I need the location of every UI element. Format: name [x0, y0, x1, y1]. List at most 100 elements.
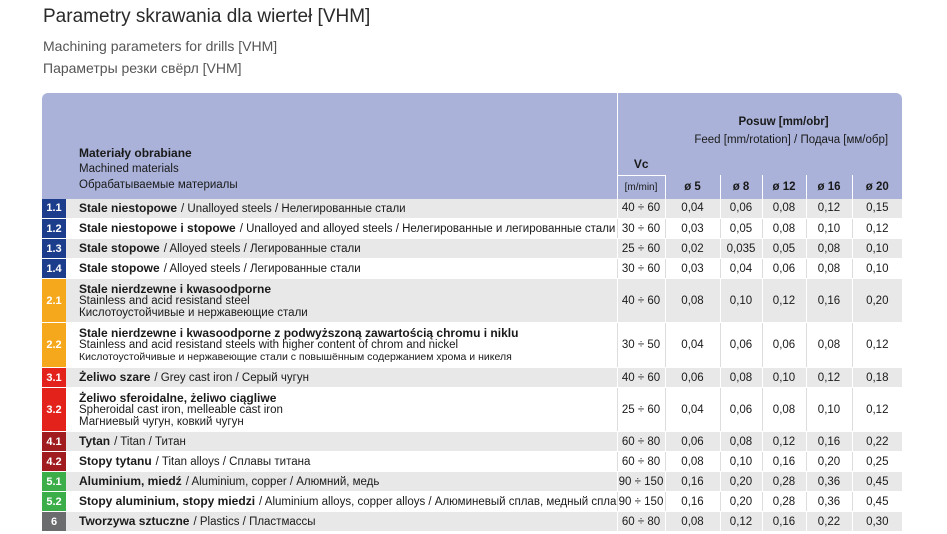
- header-text: ø 5: [684, 180, 701, 193]
- material-cell: Stopy tytanu / Titan alloys / Сплавы тита…: [66, 451, 617, 472]
- cutting-speed: 30 ÷ 50: [616, 322, 665, 368]
- feed-value: 0,035: [719, 238, 762, 259]
- row-code: 4.2: [42, 451, 66, 472]
- material-text: / Unalloyed and alloyed steels / Нелегир…: [239, 223, 616, 235]
- material-text: Spheroidal cast iron, melleable cast iro…: [79, 403, 283, 416]
- feed-value: 0,12: [719, 511, 762, 532]
- feed-value: 0,03: [664, 258, 720, 279]
- row-code: 1.1: [42, 198, 66, 219]
- material-name: Stale stopowe: [79, 261, 160, 275]
- feed-value: 0,22: [851, 431, 903, 452]
- feed-value: 0,10: [761, 367, 806, 388]
- material-text: / Grey cast iron / Серый чугун: [154, 372, 309, 384]
- header-cell: ø 16: [805, 175, 852, 199]
- material-text: Кислотоустойчивые и нержавеющие стали: [79, 306, 308, 319]
- material-cell: Stale stopowe / Alloyed steels / Легирова…: [66, 258, 617, 279]
- header-row: Materiały obrabiane Machined materials О…: [42, 93, 903, 199]
- feed-value: 0,18: [851, 367, 903, 388]
- material-cell: Stale nierdzewne i kwasoodporne Stainless…: [66, 278, 617, 323]
- feed-value: 0,05: [719, 218, 762, 239]
- feed-value: 0,08: [664, 511, 720, 532]
- header-cell: ø 8: [719, 175, 762, 199]
- feed-value: 0,10: [851, 238, 903, 259]
- table-header: Materiały obrabiane Machined materials О…: [42, 93, 903, 199]
- feed-value: 0,30: [851, 511, 903, 532]
- material-text: Stainless and acid resistand steels with…: [79, 339, 459, 351]
- material-cell: Aluminium, miedź / Aluminium, copper / Ал…: [66, 471, 617, 492]
- table-row: 4.2 Stopy tytanu / Titan alloys / Сплавы т…: [42, 451, 903, 472]
- table-row: 4.1 Tytan / Titan / Титан 60 ÷ 80 0,06 0,08 0,…: [42, 431, 903, 452]
- header-text: Posuw [mm/obr]: [738, 116, 829, 128]
- feed-value: 0,12: [805, 198, 852, 219]
- feed-value: 0,04: [719, 258, 762, 279]
- feed-value: 0,12: [761, 278, 806, 323]
- header-cell: Materiały obrabiane Machined materials О…: [66, 93, 617, 199]
- material-name: Tytan: [79, 434, 111, 448]
- feed-value: 0,06: [664, 367, 720, 388]
- table-row: 1.1 Stale niestopowe / Unalloyed steels / …: [42, 198, 903, 219]
- table-row: 5.2 Stopy aluminium, stopy miedzi / Alumin…: [42, 491, 903, 512]
- row-code: 2.2: [42, 322, 66, 368]
- header-cell: [42, 93, 66, 199]
- feed-value: 0,28: [761, 471, 806, 492]
- table-row: 3.2 Żeliwo sferoidalne, żeliwo ciągliwe Sp…: [42, 387, 903, 432]
- table-row: 3.1 Żeliwo szare / Grey cast iron / Серый …: [42, 367, 903, 388]
- header-text: ø 8: [732, 180, 750, 193]
- header-row: [m/min] ø 5 ø 8 ø 12 ø 16 ø 20: [42, 175, 903, 199]
- cutting-speed: 60 ÷ 80: [616, 451, 665, 472]
- material-name: Stale stopowe: [79, 241, 160, 255]
- feed-value: 0,22: [805, 511, 852, 532]
- feed-value: 0,45: [851, 471, 903, 492]
- material-name: Stopy aluminium, stopy miedzi: [79, 494, 256, 508]
- material-cell: Stale niestopowe / Unalloyed steels / Нел…: [66, 198, 617, 219]
- material-text: / Aluminium, copper / Алюмний, медь: [185, 476, 380, 488]
- feed-value: 0,05: [761, 238, 806, 259]
- header-text: Machined materials: [79, 162, 179, 175]
- subtitle: Параметры резки свёрл [VHM]: [43, 60, 242, 76]
- table-row: 1.2 Stale niestopowe i stopowe / Unalloyed…: [42, 218, 903, 239]
- material-name: Tworzywa sztuczne: [79, 514, 190, 528]
- feed-value: 0,12: [805, 367, 852, 388]
- feed-value: 0,20: [805, 451, 852, 472]
- feed-value: 0,08: [805, 322, 852, 368]
- row-code: 5.1: [42, 471, 66, 492]
- table-row: 1.3 Stale stopowe / Alloyed steels / Легир…: [42, 238, 903, 259]
- feed-value: 0,08: [719, 367, 762, 388]
- header-text: Vc: [633, 156, 649, 171]
- material-cell: Stale niestopowe i stopowe / Unalloyed an…: [66, 218, 617, 239]
- feed-value: 0,06: [719, 387, 762, 432]
- table-row: 1.4 Stale stopowe / Alloyed steels / Легир…: [42, 258, 903, 279]
- feed-value: 0,08: [761, 198, 806, 219]
- feed-value: 0,20: [851, 278, 903, 323]
- material-text: / Titan alloys / Сплавы титана: [155, 456, 311, 468]
- cutting-speed: 40 ÷ 60: [616, 278, 665, 323]
- header-text: ø 16: [817, 180, 841, 193]
- cutting-speed: 40 ÷ 60: [616, 198, 665, 219]
- table-row: 2.1 Stale nierdzewne i kwasoodporne Stainl…: [42, 278, 903, 323]
- feed-value: 0,10: [805, 218, 852, 239]
- row-code: 5.2: [42, 491, 66, 512]
- header-text: [m/min]: [624, 181, 658, 193]
- feed-value: 0,16: [761, 511, 806, 532]
- cutting-speed: 90 ÷ 150: [616, 491, 665, 512]
- material-text: / Alloyed steels / Легированные стали: [163, 263, 361, 275]
- feed-value: 0,02: [664, 238, 720, 259]
- material-name: Stale niestopowe: [79, 200, 178, 215]
- table-row: 2.2 Stale nierdzewne i kwasoodporne z pod…: [42, 322, 903, 368]
- header-text: Feed [mm/rotation] / Подача [мм/обр]: [694, 134, 889, 146]
- feed-value: 0,15: [851, 198, 903, 219]
- cutting-speed: 25 ÷ 60: [616, 238, 665, 259]
- table-body: 1.1 Stale niestopowe / Unalloyed steels / …: [42, 198, 903, 532]
- header-text: Обрабатываемые материалы: [79, 178, 238, 191]
- feed-value: 0,20: [719, 491, 762, 512]
- material-cell: Tworzywa sztuczne / Plastics / Пластмассы: [66, 511, 617, 532]
- feed-value: 0,08: [761, 387, 806, 432]
- cutting-speed: 30 ÷ 60: [616, 258, 665, 279]
- material-cell: Stale nierdzewne i kwasoodporne z podwyż…: [66, 322, 617, 368]
- material-name: Stale niestopowe i stopowe: [79, 221, 236, 235]
- table-row: 5.1 Aluminium, miedź / Aluminium, copper /…: [42, 471, 903, 492]
- material-name: Żeliwo sferoidalne, żeliwo ciągliwe: [79, 390, 277, 405]
- header-cell: Posuw [mm/obr] Feed [mm/rotation] / Пода…: [665, 93, 903, 175]
- row-code: 1.2: [42, 218, 66, 239]
